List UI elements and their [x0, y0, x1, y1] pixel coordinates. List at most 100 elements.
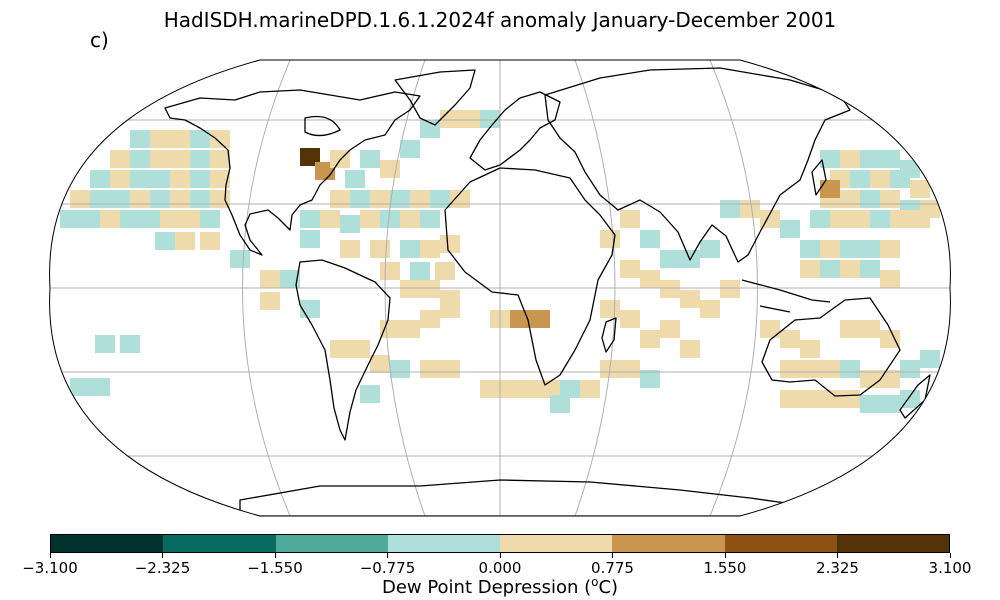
anomaly-cell	[60, 210, 80, 228]
coast-indonesia	[741, 279, 831, 313]
colorbar-swatch	[387, 535, 500, 552]
anomaly-cell	[190, 150, 210, 168]
anomaly-cell	[420, 210, 440, 228]
anomaly-cell	[880, 395, 900, 413]
anomaly-cell	[130, 170, 150, 188]
anomaly-cell	[780, 360, 800, 378]
anomaly-cell	[110, 150, 130, 168]
anomaly-cell	[720, 200, 740, 218]
anomaly-cell	[820, 240, 840, 258]
coast-north-america	[164, 89, 421, 256]
anomaly-cell	[410, 262, 430, 280]
anomaly-cell	[640, 270, 660, 288]
anomaly-cell	[850, 170, 870, 188]
anomaly-cell	[110, 190, 130, 208]
colorbar-title-sup: o	[591, 575, 599, 589]
anomaly-cell	[150, 190, 170, 208]
anomaly-cell	[800, 390, 820, 408]
colorbar-tick-label: 3.100	[928, 559, 972, 577]
anomaly-cell	[460, 110, 480, 128]
anomaly-cell	[860, 260, 880, 278]
anomaly-cell	[170, 130, 190, 148]
anomaly-cell	[890, 210, 910, 228]
anomaly-cell	[140, 210, 160, 228]
anomaly-cell	[830, 210, 850, 228]
colorbar-tick-label: −1.550	[247, 559, 303, 577]
graticule	[49, 60, 951, 516]
world-map	[49, 59, 951, 517]
anomaly-cell	[400, 320, 420, 338]
colorbar-tick-mark	[162, 553, 163, 558]
anomaly-cell	[90, 378, 110, 396]
anomaly-cell	[740, 200, 760, 218]
anomaly-cell	[480, 380, 500, 398]
anomaly-cell	[130, 150, 150, 168]
anomaly-cell	[840, 360, 860, 378]
anomaly-cell	[840, 320, 860, 338]
anomaly-cell	[510, 310, 530, 328]
anomaly-cell	[95, 335, 115, 353]
anomaly-cell	[820, 150, 840, 168]
colorbar	[50, 534, 950, 553]
colorbar-swatch	[724, 535, 837, 552]
colorbar-tick-label: 0.775	[591, 559, 634, 577]
colorbar-title: Dew Point Depression (oC)	[0, 575, 1000, 598]
anomaly-cell	[400, 210, 420, 228]
anomaly-cell	[190, 130, 210, 148]
anomaly-cell	[130, 130, 150, 148]
anomaly-cell	[420, 310, 440, 328]
anomaly-cell	[440, 110, 460, 128]
anomaly-cell	[620, 210, 640, 228]
anomaly-cell	[210, 130, 230, 148]
anomaly-grid	[60, 110, 940, 413]
anomaly-cell	[840, 260, 860, 278]
anomaly-cell	[910, 210, 930, 228]
anomaly-cell	[300, 210, 320, 228]
colorbar-swatch	[836, 535, 949, 552]
anomaly-cell	[800, 240, 820, 258]
anomaly-cell	[840, 190, 860, 208]
anomaly-cell	[600, 300, 620, 318]
colorbar-swatch	[51, 535, 164, 552]
anomaly-cell	[620, 310, 640, 328]
anomaly-cell	[640, 230, 660, 248]
anomaly-cell	[210, 170, 230, 188]
anomaly-cell	[90, 190, 110, 208]
anomaly-cell	[370, 190, 390, 208]
anomaly-cell	[660, 250, 680, 268]
anomaly-cell	[230, 250, 250, 268]
anomaly-cell	[420, 280, 440, 298]
anomaly-cell	[680, 290, 700, 308]
anomaly-cell	[120, 335, 140, 353]
anomaly-cell	[820, 390, 840, 408]
anomaly-cell	[420, 240, 440, 258]
gridline-lon-60w	[384, 60, 426, 516]
anomaly-cell	[150, 130, 170, 148]
anomaly-cell	[400, 240, 420, 258]
anomaly-cell	[350, 190, 370, 208]
anomaly-cell	[420, 360, 440, 378]
colorbar-tick-mark	[274, 553, 276, 558]
coast-madagascar	[601, 317, 617, 353]
anomaly-cell	[680, 340, 700, 358]
anomaly-cell	[810, 210, 830, 228]
anomaly-cell	[320, 210, 340, 228]
anomaly-cell	[840, 240, 860, 258]
anomaly-cell	[900, 360, 920, 378]
anomaly-cell	[560, 380, 580, 398]
anomaly-cell	[390, 190, 410, 208]
coastlines	[164, 67, 931, 516]
coast-hudson-bay	[304, 115, 341, 137]
anomaly-cell	[440, 235, 460, 253]
anomaly-cell	[600, 230, 620, 248]
anomaly-cell	[350, 340, 370, 358]
anomaly-cell	[260, 292, 280, 310]
colorbar-tick-mark	[724, 553, 726, 558]
anomaly-cell	[340, 240, 360, 258]
colorbar-tick-label: 1.550	[703, 559, 747, 577]
anomaly-cell	[360, 210, 380, 228]
anomaly-cell	[860, 370, 880, 388]
anomaly-cell	[820, 180, 840, 198]
colorbar-swatch	[612, 535, 725, 552]
anomaly-cell	[380, 210, 400, 228]
